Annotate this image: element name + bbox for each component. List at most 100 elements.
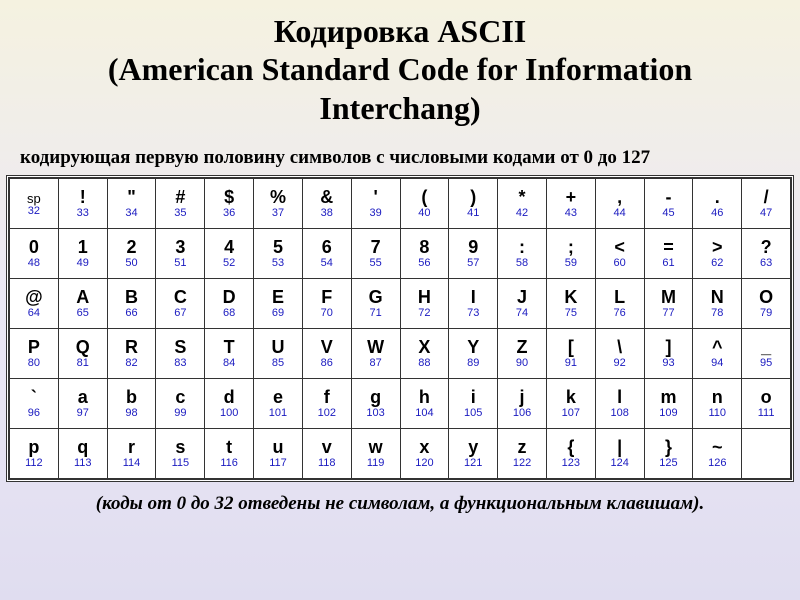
glyph-label: L [596,288,644,306]
ascii-cell: 351 [156,229,205,279]
ascii-cell: U 85 [254,329,303,379]
glyph-label: 3 [156,238,204,256]
ascii-cell: .46 [693,179,742,229]
glyph-label: E [254,288,302,306]
table-row: 048149250351452553654755856957:58;59<60=… [10,229,791,279]
glyph-label: 4 [205,238,253,256]
glyph-label: A [59,288,107,306]
ascii-cell: \92 [595,329,644,379]
glyph-label: S [156,338,204,356]
code-label: 98 [108,408,156,419]
glyph-label: @ [10,288,58,306]
glyph-label: ( [401,188,449,206]
glyph-label: & [303,188,351,206]
glyph-label: = [645,238,693,256]
ascii-cell: 755 [351,229,400,279]
glyph-label: l [596,388,644,406]
code-label: 54 [303,258,351,269]
code-label: 49 [59,258,107,269]
code-label: 91 [547,358,595,369]
code-label: 106 [498,408,546,419]
code-label: 94 [693,358,741,369]
code-label: 70 [303,308,351,319]
glyph-label: 2 [108,238,156,256]
glyph-label: 6 [303,238,351,256]
code-label: 85 [254,358,302,369]
ascii-cell: P80 [10,329,59,379]
ascii-cell: $36 [205,179,254,229]
glyph-label: z [498,438,546,456]
ascii-cell: M77 [644,279,693,329]
glyph-label: ~ [693,438,741,456]
code-label: 81 [59,358,107,369]
code-label: 65 [59,308,107,319]
glyph-label: Z [498,338,546,356]
ascii-cell: 957 [449,229,498,279]
ascii-cell: q113 [58,429,107,479]
ascii-cell: n110 [693,379,742,429]
code-label: 118 [303,458,351,469]
ascii-cell: J74 [498,279,547,329]
glyph-label: O [742,288,790,306]
code-label: 86 [303,358,351,369]
glyph-label: ] [645,338,693,356]
ascii-cell: Z 90 [498,329,547,379]
code-label: 58 [498,258,546,269]
glyph-label: 7 [352,238,400,256]
code-label: 79 [742,308,790,319]
page-title: Кодировка ASCII (American Standard Code … [40,12,760,127]
ascii-cell: - 45 [644,179,693,229]
glyph-label: T [205,338,253,356]
ascii-cell: `96 [10,379,59,429]
glyph-label: % [254,188,302,206]
code-label: 56 [401,258,449,269]
glyph-label: - [645,188,693,206]
ascii-cell: '39 [351,179,400,229]
glyph-label: ` [10,388,58,406]
glyph-label: H [401,288,449,306]
ascii-cell: j 106 [498,379,547,429]
glyph-label: / [742,188,790,206]
code-label: 57 [449,258,497,269]
ascii-cell: ~126 [693,429,742,479]
ascii-cell: L76 [595,279,644,329]
glyph-label: , [596,188,644,206]
code-label: 45 [645,208,693,219]
ascii-cell: R82 [107,329,156,379]
code-label: 123 [547,458,595,469]
code-label: 80 [10,358,58,369]
ascii-cell: u117 [254,429,303,479]
code-label: 46 [693,208,741,219]
code-label: 90 [498,358,546,369]
code-label: 36 [205,208,253,219]
code-label: 69 [254,308,302,319]
ascii-cell: % 37 [254,179,303,229]
ascii-cell: K75 [546,279,595,329]
code-label: 34 [108,208,156,219]
glyph-label: C [156,288,204,306]
code-label: 105 [449,408,497,419]
ascii-cell: /47 [742,179,791,229]
glyph-label: I [449,288,497,306]
code-label: 48 [10,258,58,269]
code-label: 37 [254,208,302,219]
glyph-label: Y [449,338,497,356]
ascii-cell: a97 [58,379,107,429]
glyph-label: e [254,388,302,406]
glyph-label: 1 [59,238,107,256]
glyph-label: # [156,188,204,206]
ascii-cell: H72 [400,279,449,329]
code-label: 62 [693,258,741,269]
code-label: 32 [10,206,58,217]
ascii-cell: O 79 [742,279,791,329]
glyph-label: _ [742,338,790,356]
title-line1: Кодировка ASCII [274,13,526,49]
glyph-label: j [498,388,546,406]
ascii-cell: c99 [156,379,205,429]
code-label: 119 [352,458,400,469]
ascii-cell: k107 [546,379,595,429]
glyph-label: g [352,388,400,406]
glyph-label: V [303,338,351,356]
glyph-label: U [254,338,302,356]
glyph-label: 0 [10,238,58,256]
